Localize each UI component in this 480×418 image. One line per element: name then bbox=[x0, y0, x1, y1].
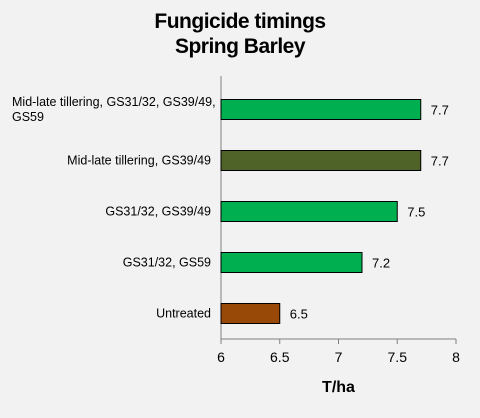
value-label: 7.7 bbox=[431, 103, 449, 118]
bar bbox=[220, 201, 398, 222]
x-tick-label: 8 bbox=[452, 349, 460, 365]
category-label: Mid-late tillering, GS39/49 bbox=[67, 154, 211, 168]
category-label: GS31/32, GS39/49 bbox=[105, 205, 211, 219]
x-axis-title: T/ha bbox=[322, 379, 355, 396]
value-label: 6.5 bbox=[290, 307, 308, 322]
bar bbox=[220, 303, 281, 324]
category-label: Untreated bbox=[156, 307, 211, 321]
chart-subtitle: Spring Barley bbox=[174, 35, 306, 58]
chart-title: Fungicide timings bbox=[154, 10, 326, 33]
bar bbox=[220, 150, 422, 171]
value-label: 7.2 bbox=[372, 256, 390, 271]
x-tick-label: 7 bbox=[335, 349, 343, 365]
value-label: 7.7 bbox=[431, 154, 449, 169]
category-label: GS31/32, GS59 bbox=[123, 256, 211, 270]
x-tick-label: 6.5 bbox=[270, 349, 290, 365]
bar bbox=[220, 99, 422, 120]
bar bbox=[220, 252, 363, 273]
category-label: Mid-late tillering, GS31/32, GS39/49, GS5… bbox=[12, 95, 216, 124]
x-tick-label: 7.5 bbox=[388, 349, 408, 365]
x-tick-label: 6 bbox=[217, 349, 225, 365]
value-label: 7.5 bbox=[407, 205, 425, 220]
